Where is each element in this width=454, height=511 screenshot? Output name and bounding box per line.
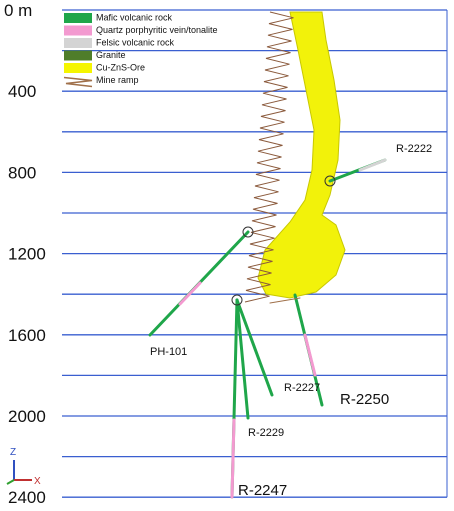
borehole-label: R-2222 bbox=[396, 143, 432, 155]
legend-swatch bbox=[64, 25, 92, 36]
legend-swatch bbox=[64, 38, 92, 48]
legend-label: Felsic volcanic rock bbox=[96, 37, 175, 47]
depth-label: 1600 bbox=[8, 326, 46, 345]
depth-label: 400 bbox=[8, 82, 36, 101]
depth-label: 2400 bbox=[8, 488, 46, 507]
borehole-segment bbox=[358, 158, 387, 172]
depth-label: 0 m bbox=[4, 1, 32, 20]
depth-label: 2000 bbox=[8, 407, 46, 426]
axes-triad: Z X bbox=[6, 447, 41, 487]
borehole-segment bbox=[230, 418, 236, 499]
boreholes bbox=[148, 158, 387, 499]
x-label: X bbox=[34, 476, 41, 487]
y-axis bbox=[6, 479, 15, 485]
borehole-label: R-2247 bbox=[238, 482, 287, 499]
collar-markers bbox=[231, 175, 336, 306]
legend-swatch bbox=[63, 76, 93, 88]
borehole-label: PH-101 bbox=[150, 346, 187, 358]
legend-label: Cu-ZnS-Ore bbox=[96, 62, 145, 72]
borehole bbox=[235, 298, 250, 420]
borehole-label: R-2227 bbox=[284, 382, 320, 394]
depth-grid: 0 m 400 800 1200 1600 2000 2400 bbox=[4, 1, 448, 507]
legend-swatch bbox=[64, 50, 92, 61]
legend-label: Mine ramp bbox=[96, 75, 139, 85]
legend-swatch bbox=[64, 13, 92, 23]
borehole-label: R-2250 bbox=[340, 391, 389, 408]
depth-label: 1200 bbox=[8, 245, 46, 264]
legend-label: Mafic volcanic rock bbox=[96, 12, 173, 22]
legend-label: Granite bbox=[96, 50, 126, 60]
borehole-segment bbox=[178, 281, 202, 306]
collar bbox=[324, 175, 336, 187]
borehole bbox=[235, 298, 274, 397]
borehole bbox=[269, 297, 301, 304]
legend: Mafic volcanic rock Quartz porphyritic ve… bbox=[63, 12, 218, 88]
mine-ramp bbox=[244, 11, 294, 303]
depth-label: 800 bbox=[8, 163, 36, 182]
borehole-label: R-2229 bbox=[248, 427, 284, 439]
collar bbox=[231, 294, 243, 306]
ore-body bbox=[257, 11, 346, 299]
legend-swatch bbox=[64, 63, 92, 73]
collar bbox=[242, 226, 254, 238]
z-label: Z bbox=[10, 447, 16, 458]
legend-label: Quartz porphyritic vein/tonalite bbox=[96, 25, 218, 35]
borehole-segment bbox=[303, 333, 317, 377]
